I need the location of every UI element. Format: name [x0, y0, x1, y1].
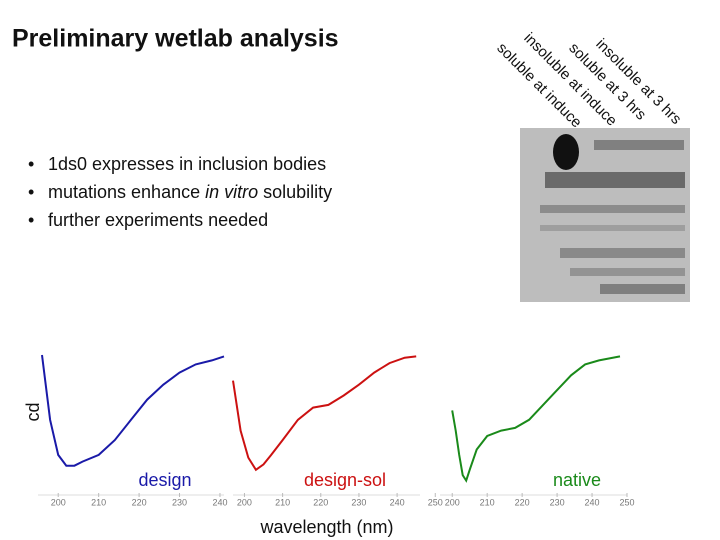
- series-label: native: [553, 470, 601, 490]
- slide-title: Preliminary wetlab analysis: [12, 25, 339, 53]
- x-tick-label: 240: [390, 497, 405, 507]
- gel-band: [553, 134, 579, 170]
- bullet-part: in vitro: [205, 182, 258, 202]
- bullet: 1ds0 expresses in inclusion bodies: [48, 154, 326, 174]
- x-tick-label: 240: [212, 497, 227, 507]
- bullet-dot: •: [28, 154, 34, 174]
- gel-band: [594, 140, 684, 150]
- x-tick-label: 210: [480, 497, 495, 507]
- x-tick-label: 210: [275, 497, 290, 507]
- gel-band: [545, 172, 685, 188]
- x-tick-label: 200: [51, 497, 66, 507]
- bullet: mutations enhance in vitro solubility: [48, 182, 332, 202]
- x-tick-label: 220: [313, 497, 328, 507]
- bullet-dot: •: [28, 210, 34, 230]
- x-tick-label: 230: [172, 497, 187, 507]
- x-axis-label: wavelength (nm): [259, 517, 393, 537]
- cd-curve: [232, 355, 417, 472]
- x-tick-label: 200: [445, 497, 460, 507]
- bullet-list: • 1ds0 expresses in inclusion bodies • m…: [28, 154, 332, 230]
- series-label: design: [138, 470, 191, 490]
- gel-lane-labels: soluble at induce insoluble at induce so…: [493, 30, 684, 132]
- x-tick-label: 250: [428, 497, 443, 507]
- gel-band: [560, 248, 685, 258]
- x-tick-label: 220: [515, 497, 530, 507]
- gel-band: [540, 205, 685, 213]
- gel-band: [600, 284, 685, 294]
- plots: 200 210 220 230 240 design 200 210 220 230 240 250 d…: [38, 354, 635, 507]
- cd-curve: [451, 355, 621, 483]
- x-tick-label: 230: [351, 497, 366, 507]
- x-tick-label: 250: [619, 497, 634, 507]
- cd-curve: [41, 354, 225, 467]
- gel-image: [520, 128, 690, 302]
- bullet-part: mutations enhance: [48, 182, 200, 202]
- x-tick-label: 200: [237, 497, 252, 507]
- bullet: further experiments needed: [48, 210, 268, 230]
- x-tick-label: 210: [91, 497, 106, 507]
- x-tick-label: 230: [550, 497, 565, 507]
- y-axis-label: cd: [23, 402, 43, 421]
- x-tick-label: 240: [585, 497, 600, 507]
- gel-band: [570, 268, 685, 276]
- bullet-part: solubility: [263, 182, 332, 202]
- bullet-dot: •: [28, 182, 34, 202]
- gel-band: [540, 225, 685, 231]
- series-label: design-sol: [304, 470, 386, 490]
- x-tick-label: 220: [132, 497, 147, 507]
